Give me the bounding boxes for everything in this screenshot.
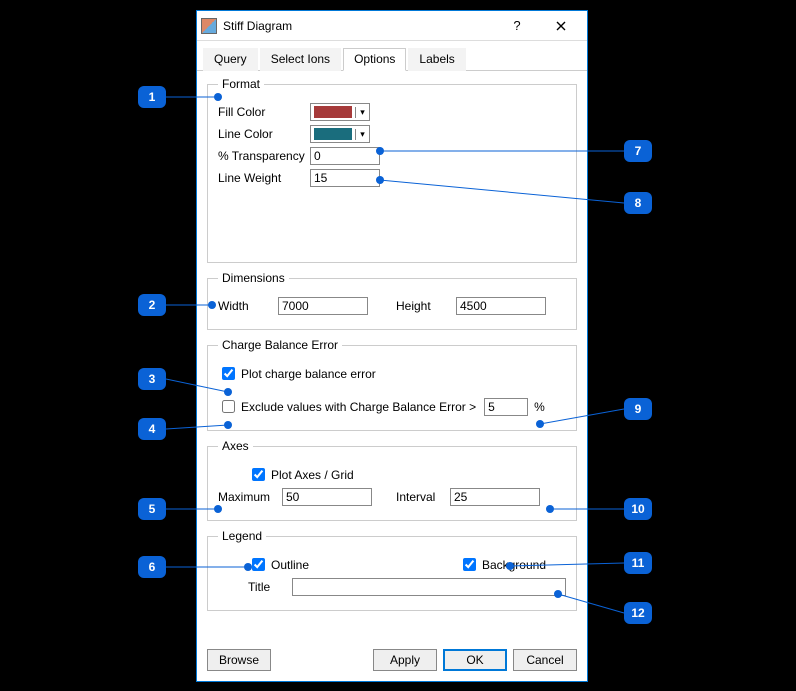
tab-select-ions[interactable]: Select Ions <box>260 48 341 71</box>
width-input[interactable] <box>278 297 368 315</box>
outline-checkbox[interactable] <box>252 558 265 571</box>
callout-1: 1 <box>138 86 166 108</box>
line-color-swatch <box>314 128 352 140</box>
callout-5: 5 <box>138 498 166 520</box>
callout-8: 8 <box>624 192 652 214</box>
fill-color-label: Fill Color <box>218 105 310 119</box>
options-panel: Format Fill Color ▾ Line Color ▾ % Trans… <box>197 71 587 643</box>
browse-button[interactable]: Browse <box>207 649 271 671</box>
pct-label: % <box>534 400 545 414</box>
line-color-label: Line Color <box>218 127 310 141</box>
cbe-threshold-input[interactable] <box>484 398 528 416</box>
callout-3: 3 <box>138 368 166 390</box>
title-label: Title <box>248 580 292 594</box>
chevron-down-icon: ▾ <box>355 129 369 140</box>
plot-axes-label: Plot Axes / Grid <box>271 468 354 482</box>
app-icon <box>201 18 217 34</box>
plot-cbe-checkbox[interactable] <box>222 367 235 380</box>
chevron-down-icon: ▾ <box>355 107 369 118</box>
tab-strip: Query Select Ions Options Labels <box>197 41 587 71</box>
format-group: Format Fill Color ▾ Line Color ▾ % Trans… <box>207 77 577 263</box>
height-label: Height <box>396 299 456 313</box>
apply-button[interactable]: Apply <box>373 649 437 671</box>
titlebar: Stiff Diagram ? <box>197 11 587 41</box>
tab-labels[interactable]: Labels <box>408 48 465 71</box>
legend-group: Legend Outline Background Title <box>207 529 577 611</box>
line-weight-input[interactable] <box>310 169 380 187</box>
legend-legend: Legend <box>218 529 266 543</box>
axes-group: Axes Plot Axes / Grid Maximum Interval <box>207 439 577 521</box>
window-title: Stiff Diagram <box>223 19 495 33</box>
width-label: Width <box>218 299 278 313</box>
background-label: Background <box>482 558 546 572</box>
height-input[interactable] <box>456 297 546 315</box>
tab-query[interactable]: Query <box>203 48 258 71</box>
callout-2: 2 <box>138 294 166 316</box>
callout-11: 11 <box>624 552 652 574</box>
callout-10: 10 <box>624 498 652 520</box>
plot-cbe-label: Plot charge balance error <box>241 367 376 381</box>
line-color-picker[interactable]: ▾ <box>310 125 370 143</box>
fill-color-picker[interactable]: ▾ <box>310 103 370 121</box>
callout-9: 9 <box>624 398 652 420</box>
interval-label: Interval <box>396 490 450 504</box>
callout-7: 7 <box>624 140 652 162</box>
callout-12: 12 <box>624 602 652 624</box>
dialog-window: Stiff Diagram ? Query Select Ions Option… <box>196 10 588 682</box>
dimensions-legend: Dimensions <box>218 271 289 285</box>
cancel-button[interactable]: Cancel <box>513 649 577 671</box>
close-button[interactable] <box>539 12 583 40</box>
interval-input[interactable] <box>450 488 540 506</box>
transparency-label: % Transparency <box>218 149 310 163</box>
callout-4: 4 <box>138 418 166 440</box>
cbe-group: Charge Balance Error Plot charge balance… <box>207 338 577 431</box>
cbe-legend: Charge Balance Error <box>218 338 342 352</box>
outline-label: Outline <box>271 558 309 572</box>
help-button[interactable]: ? <box>495 12 539 40</box>
exclude-cbe-checkbox[interactable] <box>222 400 235 413</box>
max-label: Maximum <box>218 490 282 504</box>
dimensions-group: Dimensions Width Height <box>207 271 577 330</box>
fill-color-swatch <box>314 106 352 118</box>
axes-legend: Axes <box>218 439 253 453</box>
exclude-cbe-label: Exclude values with Charge Balance Error… <box>241 400 476 414</box>
plot-axes-checkbox[interactable] <box>252 468 265 481</box>
close-icon <box>556 21 566 31</box>
transparency-input[interactable] <box>310 147 380 165</box>
line-weight-label: Line Weight <box>218 171 310 185</box>
callout-6: 6 <box>138 556 166 578</box>
format-legend: Format <box>218 77 264 91</box>
background-checkbox[interactable] <box>463 558 476 571</box>
dialog-buttons: Browse Apply OK Cancel <box>197 643 587 681</box>
ok-button[interactable]: OK <box>443 649 507 671</box>
tab-options[interactable]: Options <box>343 48 406 71</box>
title-input[interactable] <box>292 578 566 596</box>
max-input[interactable] <box>282 488 372 506</box>
